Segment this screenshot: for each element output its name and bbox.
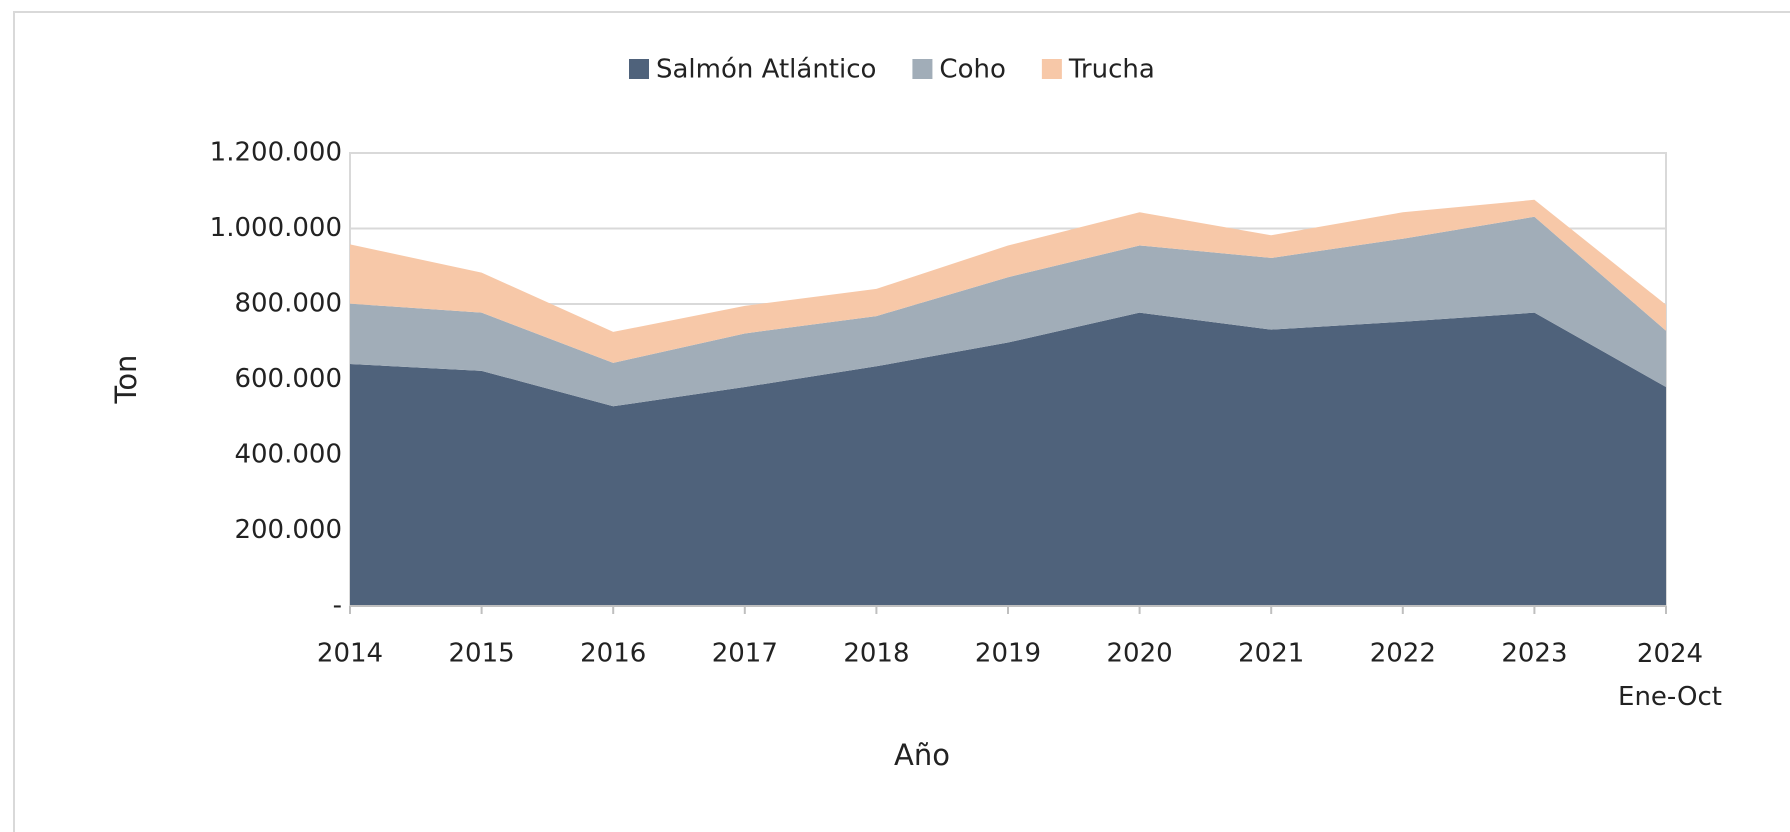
legend-swatch — [1041, 59, 1062, 79]
y-axis-label: Ton — [109, 355, 143, 405]
legend-label: Trucha — [1068, 55, 1155, 85]
area — [350, 216, 1666, 407]
y-tick-label: 1.000.000 — [210, 213, 342, 243]
x-tick-label: 2018 — [843, 639, 909, 669]
y-tick-label: 200.000 — [234, 515, 342, 545]
x-tick-label: 2015 — [449, 639, 515, 669]
x-axis-label: Año — [894, 738, 950, 772]
x-tick-label: 2023 — [1501, 639, 1567, 669]
legend-swatch — [912, 59, 933, 79]
x-tick-label: 2022 — [1370, 639, 1436, 669]
x-tick-label: 2014 — [317, 639, 383, 669]
area — [350, 312, 1666, 606]
x-tick-label: 2019 — [975, 639, 1041, 669]
y-tick-label: - — [333, 591, 342, 621]
x-tick-label: 2021 — [1238, 639, 1304, 669]
x-tick-label: 2016 — [580, 639, 646, 669]
y-tick-label: 800.000 — [234, 289, 342, 319]
legend-swatch — [629, 59, 649, 79]
area — [350, 199, 1666, 363]
y-tick-label: 400.000 — [234, 440, 342, 470]
legend-label: Coho — [939, 55, 1005, 85]
x-tick-label: 2024 Ene-Oct — [1618, 639, 1722, 712]
x-tick-label: 2020 — [1107, 639, 1173, 669]
y-tick-label: 600.000 — [234, 364, 342, 394]
legend-label: Salmón Atlántico — [656, 55, 876, 85]
x-tick-label: 2017 — [712, 639, 778, 669]
y-tick-label: 1.200.000 — [210, 138, 342, 168]
